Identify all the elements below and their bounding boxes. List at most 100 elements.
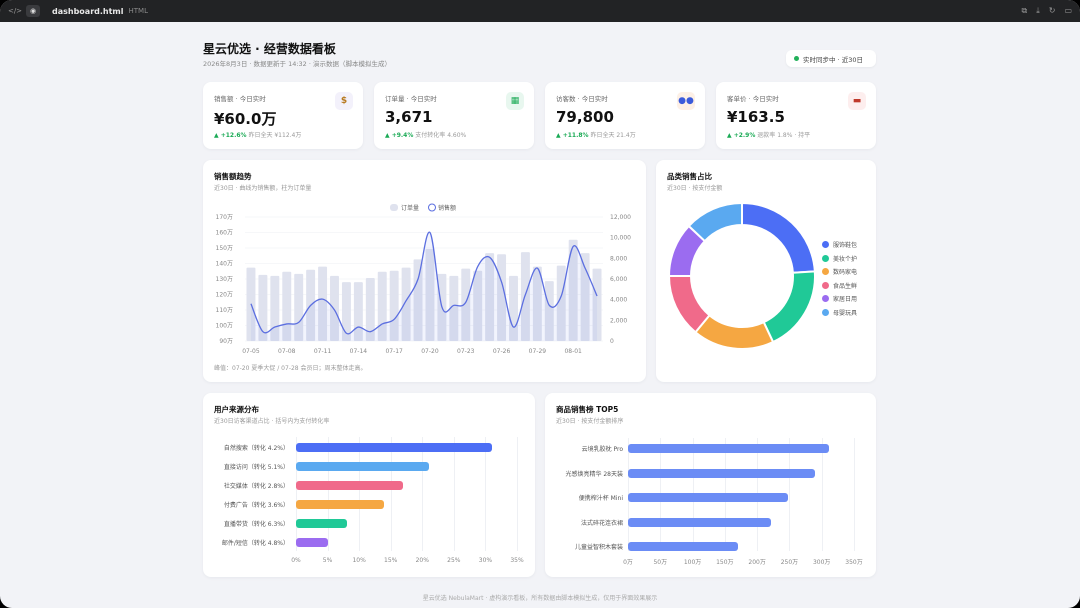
file-name: dashboard.html — [52, 6, 124, 16]
sync-status-text: 实时同步中 · 近30日 — [803, 55, 863, 64]
y-right-tick-label: 8,000 — [610, 255, 627, 262]
toolbar-actions: ⧉ ⤓ ↻ ▭ — [1021, 6, 1072, 16]
order-bar — [520, 252, 530, 341]
order-bar — [592, 268, 602, 341]
x-tick-label: 0万 — [623, 559, 633, 566]
y-right-tick-label: 10,000 — [610, 235, 631, 242]
card-title: 商品销售榜 TOP5 — [556, 405, 619, 414]
x-tick-label: 200万 — [748, 559, 766, 566]
legend-dot — [822, 254, 829, 262]
y-left-tick-label: 130万 — [216, 276, 233, 283]
order-bar — [532, 266, 542, 341]
bar-mark — [628, 517, 772, 527]
order-bar — [413, 259, 423, 341]
order-bar — [270, 275, 280, 341]
bar-mark — [628, 468, 816, 478]
legend-label: 家居日用 — [833, 296, 858, 303]
category-share-card: 品类销售占比 近30日 · 按支付金额 服饰鞋包 美妆个护 数码家电 食品生鲜 家居日用… — [656, 160, 876, 382]
code-icon[interactable]: </> — [7, 7, 23, 15]
donut-slice — [694, 313, 775, 350]
order-bar — [556, 265, 566, 341]
x-tick-label: 07-17 — [385, 348, 403, 355]
kpi-label: 销售额 · 今日实时 — [214, 95, 266, 103]
bar-category-label: 直播带货（转化 6.3%） — [223, 521, 289, 528]
bar-mark — [296, 538, 328, 547]
sales-area — [250, 232, 598, 341]
folder-icon[interactable]: ▭ — [1064, 6, 1072, 15]
grid-line — [517, 437, 518, 551]
x-tick-label: 07-26 — [493, 348, 511, 355]
kpi-value: 3,671 — [385, 108, 433, 126]
kpi-value: ¥60.0万 — [214, 110, 277, 128]
card-title: 品类销售占比 — [667, 172, 712, 181]
y-left-tick-label: 110万 — [216, 307, 233, 314]
bar-category-label: 付费广告（转化 3.6%） — [223, 502, 289, 509]
order-bar — [353, 282, 363, 341]
donut-legend-item: 食品生鲜 — [822, 281, 857, 290]
x-tick-label: 5% — [322, 557, 333, 564]
refresh-icon[interactable]: ↻ — [1048, 6, 1056, 15]
card-subtitle: 近30日 · 曲线为销售额，柱为订单量 — [214, 185, 312, 192]
kpi-delta: ▲ +9.4% 支付转化率 4.60% — [385, 130, 466, 139]
y-right-tick-label: 4,000 — [610, 297, 627, 304]
download-icon[interactable]: ⤓ — [1036, 6, 1040, 15]
window-toolbar: </> ◉ dashboard.html HTML ⧉ ⤓ ↻ ▭ — [0, 0, 1080, 22]
bar-mark — [628, 493, 789, 502]
kpi-delta-value: ▲ +9.4% — [385, 132, 414, 139]
x-tick-label: 350万 — [845, 559, 863, 566]
preview-eye-icon[interactable]: ◉ — [26, 5, 40, 17]
donut-legend-item: 服饰鞋包 — [822, 240, 857, 249]
order-bar — [485, 253, 495, 341]
bar-mark — [296, 481, 404, 490]
order-bar — [473, 270, 483, 341]
donut-slice — [687, 201, 743, 243]
grid-line — [422, 437, 424, 551]
x-tick-label: 07-11 — [314, 348, 332, 355]
y-right-tick-label: 12,000 — [610, 214, 631, 221]
legend-dot — [822, 308, 829, 316]
y-right-tick-label: 2,000 — [610, 317, 627, 324]
order-bar — [389, 270, 399, 341]
bar-category-label: 儿童益智积木套装 — [574, 544, 623, 551]
bar-category-label: 云境乳胶枕 Pro — [581, 446, 623, 453]
x-tick-label: 08-01 — [564, 348, 582, 355]
donut-slice — [667, 275, 711, 334]
legend-sales-label: 销售额 — [438, 204, 456, 212]
x-tick-label: 15% — [384, 557, 398, 564]
y-right-tick-label: 6,000 — [610, 276, 627, 283]
copy-icon[interactable]: ⧉ — [1021, 6, 1028, 15]
order-bar — [401, 267, 411, 341]
x-tick-label: 150万 — [716, 559, 734, 566]
x-tick-label: 07-08 — [278, 348, 296, 355]
kpi-delta: ▲ +11.8% 昨日全天 21.4万 — [556, 130, 636, 139]
kpi-card: 客单价 · 今日实时 ¥163.5 ▲ +2.9% 退款率 1.8% · 持平 ▬ — [716, 82, 876, 149]
grid-line — [821, 438, 823, 551]
legend-label: 母婴玩具 — [833, 309, 858, 317]
order-bar — [449, 275, 459, 341]
legend-orders-label: 订单量 — [401, 204, 419, 212]
donut-legend-item: 家居日用 — [822, 294, 857, 303]
x-tick-label: 0% — [291, 557, 301, 564]
y-left-tick-label: 120万 — [216, 292, 233, 299]
donut-legend-item: 数码家电 — [822, 267, 857, 276]
cart-icon: ▦ — [506, 92, 524, 110]
order-bar — [318, 266, 328, 341]
sync-status-badge: 实时同步中 · 近30日 — [786, 50, 876, 67]
x-tick-label: 10% — [352, 557, 366, 564]
legend-sales-swatch — [428, 203, 436, 212]
bar-mark — [296, 519, 347, 528]
page-subtitle: 2026年8月3日 · 数据更新于 14:32 · 演示数据（脚本模拟生成） — [203, 60, 392, 68]
sales-trend-card: 销售额趋势 近30日 · 曲线为销售额，柱为订单量 170万 160万 150万 14… — [203, 160, 646, 382]
legend-label: 数码家电 — [833, 269, 858, 276]
kpi-delta-note: 退款率 1.8% · 持平 — [755, 132, 811, 139]
legend-dot — [822, 295, 829, 302]
x-tick-label: 07-05 — [242, 348, 260, 355]
card-subtitle: 近30日 · 按支付金额排序 — [556, 418, 624, 425]
money-bag-icon: $ — [335, 92, 353, 110]
kpi-delta-note: 支付转化率 4.60% — [413, 132, 467, 139]
bar-mark — [296, 462, 429, 471]
order-bar — [425, 249, 435, 341]
x-tick-label: 30% — [478, 557, 493, 564]
card-icon: ▬ — [848, 92, 866, 110]
